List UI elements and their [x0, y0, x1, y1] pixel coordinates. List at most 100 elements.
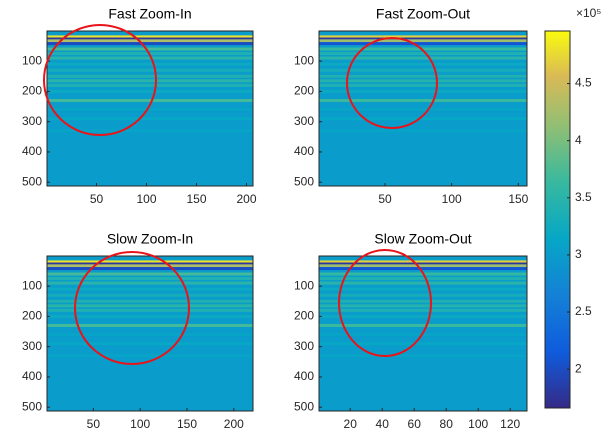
heatmap-stripe — [47, 79, 253, 83]
heatmap-stripe — [47, 62, 253, 66]
y-tick-label: 100 — [294, 278, 314, 292]
heatmap-stripe — [319, 35, 527, 39]
heatmap-stripe — [319, 62, 527, 66]
subplot: Slow Zoom-In 50 100 150 200 100 200 300 400 500 — [22, 231, 254, 431]
y-tick-label: 300 — [294, 114, 314, 128]
heatmap-stripe — [319, 308, 527, 312]
axes-box — [46, 255, 254, 412]
heatmap-stripe — [319, 264, 527, 268]
heatmap-stripe — [319, 287, 527, 291]
heatmap-stripe — [319, 267, 527, 271]
x-tick-label: 50 — [87, 417, 101, 431]
highlight-circle — [346, 37, 438, 129]
heatmap-stripe — [47, 98, 253, 102]
y-tick-label: 300 — [294, 339, 314, 353]
heatmap-stripe — [47, 117, 253, 121]
y-tick-label: 100 — [22, 278, 42, 292]
y-tick-label: 400 — [22, 144, 42, 158]
axes-box — [318, 255, 528, 412]
y-tick-label: 500 — [294, 399, 314, 413]
heatmap-stripe — [47, 272, 253, 276]
highlight-circle — [43, 24, 157, 136]
y-tick-label: 300 — [22, 114, 42, 128]
colorbar-exponent: ×10⁵ — [576, 6, 601, 20]
heatmap-stripe — [319, 56, 527, 60]
x-tick-label: 40 — [376, 417, 390, 431]
heatmap-stripe — [319, 262, 527, 266]
subplot-title: Fast Zoom-Out — [376, 6, 470, 22]
heatmap-stripe — [319, 260, 527, 264]
y-tick-label: 100 — [294, 53, 314, 67]
x-tick-label: 150 — [186, 192, 206, 206]
heatmap-stripe — [47, 277, 253, 281]
heatmap-stripe — [319, 342, 527, 346]
x-tick-label: 120 — [500, 417, 520, 431]
heatmap-stripe — [47, 129, 253, 133]
heatmap-stripe — [47, 39, 253, 43]
x-tick-label: 50 — [90, 192, 104, 206]
x-tick-label: 80 — [440, 417, 454, 431]
subplot: Fast Zoom-Out 50 100 150 100 200 300 400 500 — [294, 6, 529, 206]
heatmap-stripe — [47, 293, 253, 297]
heatmap-stripe — [47, 262, 253, 266]
y-tick-label: 200 — [22, 84, 42, 98]
axes-box — [46, 30, 254, 187]
heatmap-stripe — [319, 314, 527, 318]
colorbar-tick-label: 3 — [575, 247, 582, 261]
heatmap-stripe — [47, 83, 253, 87]
heatmap-stripe — [47, 308, 253, 312]
heatmap-stripe — [319, 37, 527, 41]
heatmap-stripe — [319, 52, 527, 56]
subplot-title: Slow Zoom-In — [107, 231, 193, 247]
heatmap-stripe — [319, 299, 527, 303]
heatmap-stripe — [319, 293, 527, 297]
heatmap-stripe — [319, 89, 527, 93]
colorbar-tick-label: 3.5 — [575, 190, 592, 204]
heatmap-stripe — [47, 42, 253, 46]
heatmap-stripe — [319, 323, 527, 327]
colorbar-tick-label: 4.5 — [575, 76, 592, 90]
colorbar — [544, 30, 571, 409]
y-tick-label: 500 — [22, 174, 42, 188]
x-tick-label: 100 — [468, 417, 488, 431]
heatmap-stripe — [47, 260, 253, 264]
y-tick-label: 200 — [22, 309, 42, 323]
heatmap-stripe — [47, 56, 253, 60]
heatmap-stripe — [319, 129, 527, 133]
heatmap-stripe — [319, 42, 527, 46]
heatmap-stripe — [319, 74, 527, 78]
heatmap-stripe — [47, 264, 253, 268]
highlight-circle — [338, 249, 432, 357]
heatmap-stripe — [319, 47, 527, 51]
heatmap-stripe — [47, 333, 253, 337]
heatmap-stripe — [47, 35, 253, 39]
y-tick-label: 400 — [294, 144, 314, 158]
heatmap-stripe — [47, 281, 253, 285]
colorbar-tick-label: 2 — [575, 361, 582, 375]
heatmap-stripe — [47, 68, 253, 72]
heatmap-stripe — [47, 108, 253, 112]
heatmap-stripe — [319, 281, 527, 285]
heatmap-stripe — [47, 287, 253, 291]
heatmap-stripe — [319, 117, 527, 121]
axes-box — [318, 30, 528, 187]
highlight-circle — [74, 251, 190, 365]
heatmap-stripe — [47, 314, 253, 318]
y-tick-label: 200 — [294, 84, 314, 98]
y-tick-label: 400 — [294, 369, 314, 383]
heatmap-stripe — [319, 304, 527, 308]
x-tick-label: 200 — [224, 417, 244, 431]
heatmap-stripe — [319, 39, 527, 43]
y-tick-label: 400 — [22, 369, 42, 383]
subplot: Fast Zoom-In 50 100 150 200 100 200 300 400 500 — [22, 6, 257, 206]
heatmap-stripe — [319, 68, 527, 72]
heatmap-stripe — [319, 277, 527, 281]
heatmap-stripe — [47, 304, 253, 308]
x-tick-label: 20 — [344, 417, 358, 431]
heatmap-stripe — [319, 98, 527, 102]
y-tick-label: 200 — [294, 309, 314, 323]
x-tick-label: 100 — [136, 192, 156, 206]
heatmap-stripe — [47, 37, 253, 41]
x-tick-label: 100 — [442, 192, 462, 206]
